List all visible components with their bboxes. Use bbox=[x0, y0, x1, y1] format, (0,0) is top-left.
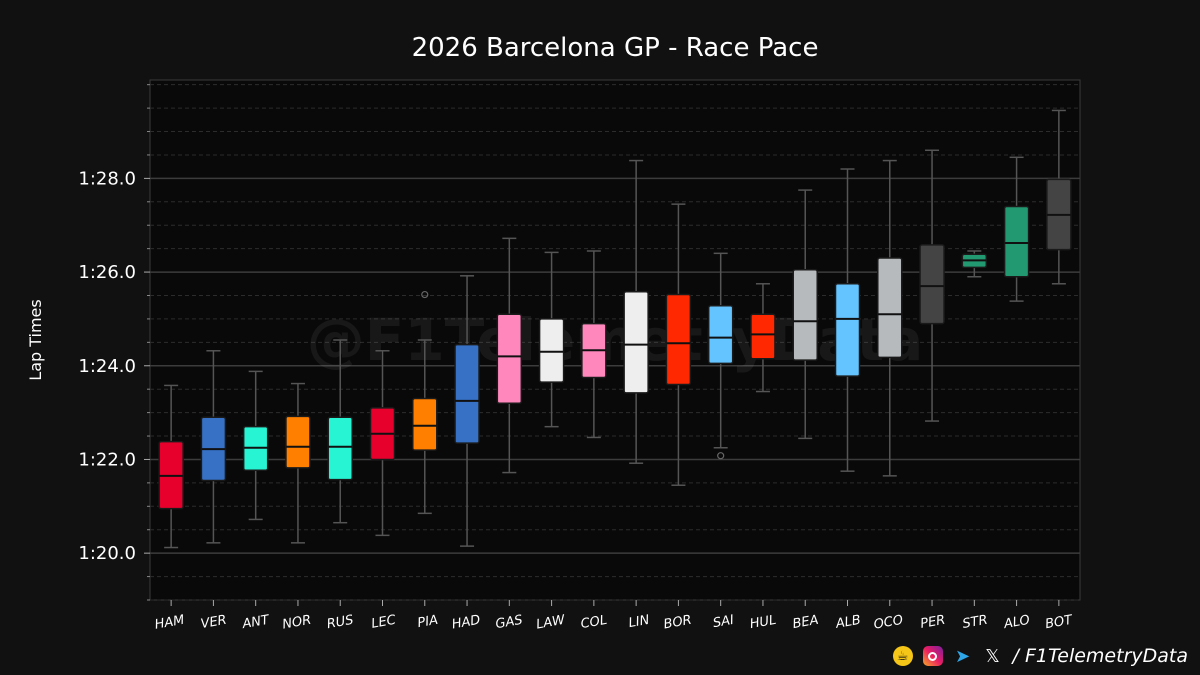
iqr-box bbox=[707, 305, 734, 365]
instagram-icon[interactable] bbox=[922, 646, 943, 666]
x-tick-label: LEC bbox=[370, 613, 398, 632]
box-hul bbox=[750, 283, 776, 393]
y-tick-label: 1:26.0 bbox=[78, 262, 136, 283]
iqr-box bbox=[496, 313, 523, 404]
x-tick-label: ALB bbox=[834, 613, 862, 632]
x-tick-label: PER bbox=[919, 613, 946, 632]
watermark: @F1TelemetryData bbox=[307, 306, 923, 374]
y-tick-label: 1:24.0 bbox=[78, 356, 136, 377]
x-tick-label: PIA bbox=[416, 613, 439, 631]
x-logo-icon[interactable]: 𝕏 bbox=[985, 645, 1000, 667]
outlier-point bbox=[421, 290, 429, 299]
box-bot bbox=[1046, 109, 1072, 285]
outlier-point bbox=[717, 452, 725, 460]
y-tick-label: 1:28.0 bbox=[78, 168, 136, 189]
iqr-box bbox=[750, 313, 776, 360]
x-tick-label: BEA bbox=[791, 613, 819, 632]
iqr-box bbox=[792, 268, 818, 361]
box-ver bbox=[200, 350, 227, 544]
plot-area bbox=[149, 79, 1081, 601]
iqr-box bbox=[919, 244, 945, 325]
box-per bbox=[919, 149, 945, 422]
iqr-box bbox=[538, 318, 565, 383]
box-law bbox=[538, 251, 565, 428]
iqr-box bbox=[412, 397, 438, 451]
box-bea bbox=[792, 189, 818, 440]
box-bor bbox=[665, 203, 692, 486]
iqr-box bbox=[877, 257, 903, 359]
iqr-box bbox=[665, 293, 692, 386]
x-tick-label: COL bbox=[580, 613, 609, 632]
box-rus bbox=[327, 339, 353, 524]
x-tick-label: NOR bbox=[281, 613, 312, 633]
box-oco bbox=[877, 159, 903, 477]
footer-social-bar: ☕ ➤ 𝕏 / F1TelemetryData bbox=[892, 645, 1188, 667]
x-tick-label: HAD bbox=[451, 613, 482, 633]
box-col bbox=[581, 250, 607, 439]
iqr-box bbox=[1003, 205, 1030, 278]
telegram-icon[interactable]: ➤ bbox=[955, 645, 971, 667]
iqr-box bbox=[327, 416, 353, 481]
x-tick-label: ANT bbox=[240, 613, 271, 633]
box-sai bbox=[707, 252, 734, 460]
box-lin bbox=[623, 159, 649, 464]
box-alb bbox=[834, 168, 861, 472]
x-tick-label: STR bbox=[961, 613, 988, 632]
iqr-box bbox=[834, 283, 861, 377]
y-axis-ticks: 1:20.0 1:22.0 1:24.0 1:26.0 1:28.0 bbox=[78, 84, 150, 601]
y-tick-label: 1:20.0 bbox=[78, 543, 136, 564]
footer-handle[interactable]: / F1TelemetryData bbox=[1012, 645, 1188, 667]
coffee-cup-icon[interactable]: ☕ bbox=[892, 646, 913, 666]
box-had bbox=[454, 275, 480, 547]
x-tick-label: HUL bbox=[749, 613, 778, 632]
y-axis-label: Lap Times bbox=[26, 299, 45, 380]
x-tick-label: BOT bbox=[1044, 613, 1074, 633]
box-pia bbox=[412, 290, 438, 515]
box-alo bbox=[1003, 156, 1030, 302]
box-gas bbox=[496, 237, 523, 474]
chart-title: 2026 Barcelona GP - Race Pace bbox=[412, 33, 819, 63]
x-tick-label: SAI bbox=[712, 613, 735, 631]
iqr-box bbox=[454, 343, 480, 444]
x-tick-label: LAW bbox=[535, 613, 567, 633]
boxes-layer bbox=[158, 109, 1072, 549]
iqr-box bbox=[285, 415, 311, 469]
box-nor bbox=[285, 382, 311, 544]
box-lec bbox=[369, 350, 396, 537]
y-tick-label: 1:22.0 bbox=[78, 449, 136, 470]
x-tick-label: HAM bbox=[154, 613, 186, 633]
x-tick-label: OCO bbox=[873, 613, 905, 633]
x-tick-label: BOR bbox=[663, 613, 693, 633]
x-tick-label: ALO bbox=[1002, 613, 1031, 632]
box-ham bbox=[158, 384, 184, 549]
x-tick-label: LIN bbox=[628, 613, 651, 631]
x-tick-label: GAS bbox=[494, 613, 523, 632]
box-ant bbox=[242, 370, 269, 521]
x-tick-label: RUS bbox=[326, 613, 355, 632]
x-tick-label: VER bbox=[200, 613, 228, 632]
iqr-box bbox=[623, 290, 649, 394]
x-axis-ticks: HAM VER ANT NOR RUS LEC PIA HAD GAS LAW COL LIN BOR S… bbox=[154, 600, 1074, 633]
box-str bbox=[961, 250, 988, 278]
